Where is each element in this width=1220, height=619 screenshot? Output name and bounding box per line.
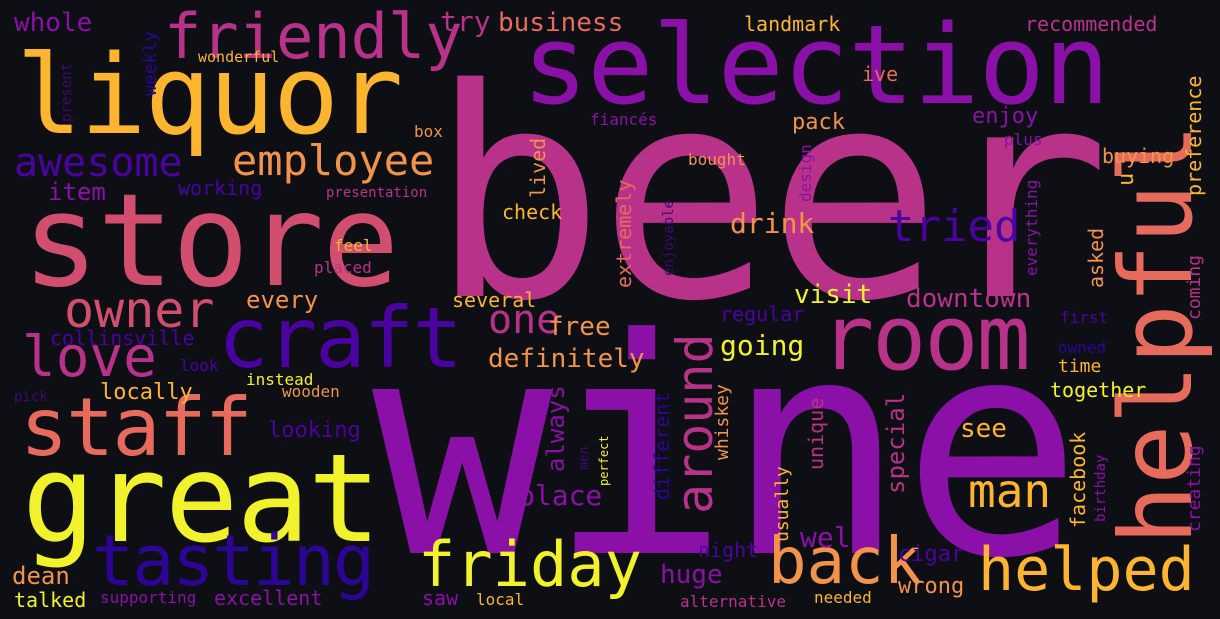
word-dean: dean <box>12 562 70 590</box>
word-lived: lived <box>526 137 550 198</box>
word-craft: craft <box>218 289 463 387</box>
word-placed: placed <box>314 258 372 277</box>
word-night: night <box>698 538 759 562</box>
word-look: look <box>180 356 219 375</box>
word-plus: plus <box>1004 130 1043 149</box>
word-pick: pick <box>14 389 48 405</box>
word-tried: tried <box>888 201 1021 252</box>
word-u: u <box>1114 172 1139 186</box>
word-presentation: presentation <box>326 185 428 201</box>
word-man: man <box>968 464 1052 518</box>
word-downtown: downtown <box>906 284 1032 314</box>
word-liquor: liquor <box>16 31 403 159</box>
word-always: always <box>542 385 570 472</box>
word-regular: regular <box>720 302 805 326</box>
word-men: men <box>577 446 592 470</box>
word-special: special <box>882 392 910 494</box>
word-tasting: tasting <box>92 520 375 602</box>
word-enjoyable: enjoyable <box>661 200 677 276</box>
word-great: great <box>22 428 381 570</box>
word-asked: asked <box>1084 227 1108 288</box>
word-try: try <box>440 5 491 38</box>
word-huge: huge <box>660 560 723 590</box>
word-wrong: wrong <box>898 574 965 599</box>
word-several: several <box>452 288 537 312</box>
word-wooden: wooden <box>282 382 340 401</box>
word-room: room <box>820 286 1031 391</box>
word-well: well <box>800 521 868 554</box>
word-owner: owner <box>64 281 215 339</box>
word-landmark: landmark <box>744 12 841 36</box>
word-local: local <box>476 590 525 609</box>
word-place: place <box>518 479 603 512</box>
word-check: check <box>502 200 563 224</box>
word-preference: preference <box>1182 75 1206 196</box>
word-staff: staff <box>20 381 253 474</box>
word-different: different <box>650 391 674 500</box>
word-creating: creating <box>1184 445 1205 532</box>
word-feel: feel <box>334 236 373 255</box>
word-beer: beer <box>430 28 1110 365</box>
word-free: free <box>548 312 611 342</box>
word-store: store <box>22 167 399 316</box>
word-together: together <box>1050 378 1147 402</box>
word-coming: coming <box>1184 254 1205 320</box>
word-extremely: extremely <box>612 179 636 288</box>
word-talked: talked <box>14 588 87 612</box>
word-birthday: birthday <box>1093 454 1109 522</box>
word-looking: looking <box>268 418 361 443</box>
word-employee: employee <box>232 136 435 185</box>
word-one: one <box>488 297 561 343</box>
word-supporting: supporting <box>100 588 197 607</box>
word-back: back <box>768 525 923 599</box>
word-enjoy: enjoy <box>972 104 1039 129</box>
word-whiskey: whiskey <box>712 384 733 460</box>
word-ive: ive <box>862 62 899 86</box>
word-owned: owned <box>1058 338 1107 357</box>
word-business: business <box>498 8 624 38</box>
word-drink: drink <box>730 207 815 240</box>
word-awesome: awesome <box>14 140 183 186</box>
word-saw: saw <box>422 586 459 610</box>
word-time: time <box>1058 356 1102 377</box>
word-everything: everything <box>1022 179 1041 276</box>
word-going: going <box>720 329 805 362</box>
word-cigar: cigar <box>898 542 965 567</box>
word-helped: helped <box>978 535 1195 605</box>
word-visit: visit <box>794 280 873 310</box>
word-box: box <box>414 122 443 141</box>
word-see: see <box>960 414 1007 444</box>
word-design: design <box>796 144 815 202</box>
word-love: love <box>22 325 157 390</box>
word-unique: unique <box>804 397 828 470</box>
word-usually: usually <box>772 466 793 542</box>
word-selection: selection <box>522 1 1110 129</box>
word-working: working <box>178 176 263 200</box>
word-whole: whole <box>14 8 93 38</box>
word-friendly: friendly <box>164 0 463 73</box>
word-wine: wine <box>372 275 1082 619</box>
word-fiances: fiancés <box>590 110 658 129</box>
word-buying: buying <box>1102 144 1175 168</box>
word-every: every <box>246 286 319 314</box>
word-bought: bought <box>688 150 746 169</box>
word-excellent: excellent <box>214 586 323 610</box>
word-locally: locally <box>100 380 193 405</box>
word-instead: instead <box>246 370 314 389</box>
word-item: item <box>48 178 106 206</box>
word-recommended: recommended <box>1025 12 1158 36</box>
word-alternative: alternative <box>680 592 786 611</box>
word-wonderful: wonderful <box>198 48 280 66</box>
word-present: present <box>59 62 75 122</box>
word-facebook: facebook <box>1066 431 1090 528</box>
word-friday: friday <box>418 528 642 601</box>
word-weekly: weekly <box>140 30 161 96</box>
word-collinsville: collinsville <box>50 326 195 350</box>
word-definitely: definitely <box>488 344 645 374</box>
word-first: first <box>1060 308 1109 327</box>
word-needed: needed <box>814 588 872 607</box>
word-pack: pack <box>792 110 845 135</box>
